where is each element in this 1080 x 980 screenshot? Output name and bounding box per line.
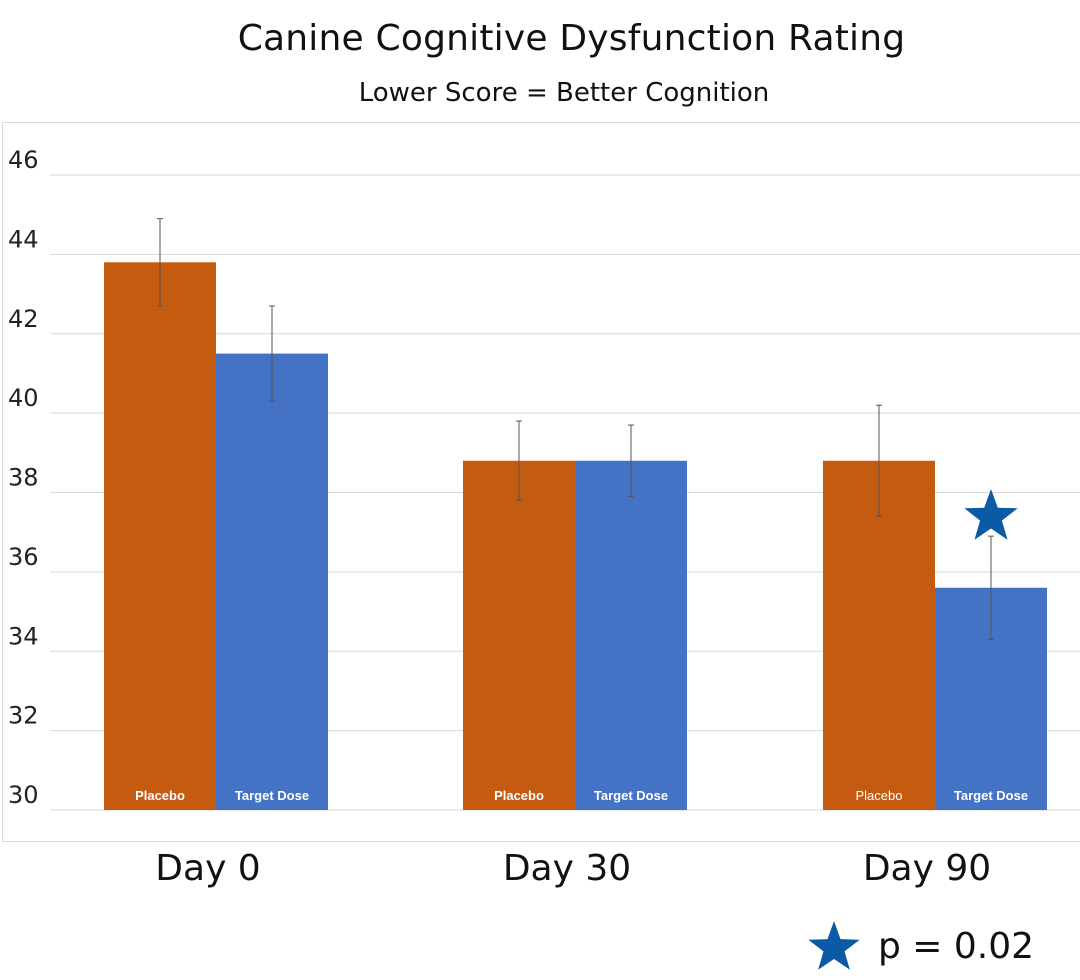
bar-label: Placebo — [856, 788, 903, 803]
bar — [823, 460, 935, 810]
significance-legend: p = 0.02 — [806, 918, 1034, 974]
bar-label: Placebo — [135, 788, 185, 803]
bar-label: Target Dose — [954, 788, 1028, 803]
y-tick-label: 34 — [8, 622, 39, 650]
bar — [575, 460, 687, 810]
y-tick-label: 42 — [8, 305, 39, 333]
significance-star — [964, 489, 1018, 540]
y-tick-label: 32 — [8, 702, 39, 730]
x-category-label: Day 90 — [863, 848, 991, 889]
bar-label: Target Dose — [235, 788, 309, 803]
y-tick-label: 36 — [8, 543, 39, 571]
y-tick-label: 46 — [8, 146, 39, 174]
star-icon — [808, 921, 860, 970]
y-tick-label: 40 — [8, 384, 39, 412]
y-tick-label: 44 — [8, 225, 39, 253]
x-category-label: Day 0 — [155, 848, 260, 889]
bar — [104, 262, 216, 810]
chart-title: Canine Cognitive Dysfunction Rating — [237, 18, 906, 59]
bar-chart: 30 32 34 36 38 40 42 44 46 Placebo Target Dose Day … — [8, 146, 1080, 889]
y-tick-label: 30 — [8, 781, 39, 809]
chart-subtitle: Lower Score = Better Cognition — [358, 78, 770, 108]
y-tick-label: 38 — [8, 464, 39, 492]
bar-label: Placebo — [494, 788, 544, 803]
x-category-label: Day 30 — [503, 848, 631, 889]
bar-label: Target Dose — [594, 788, 668, 803]
plot-frame — [2, 122, 1080, 842]
significance-legend-text: p = 0.02 — [878, 925, 1035, 967]
bar — [216, 353, 328, 810]
bar — [463, 460, 575, 810]
